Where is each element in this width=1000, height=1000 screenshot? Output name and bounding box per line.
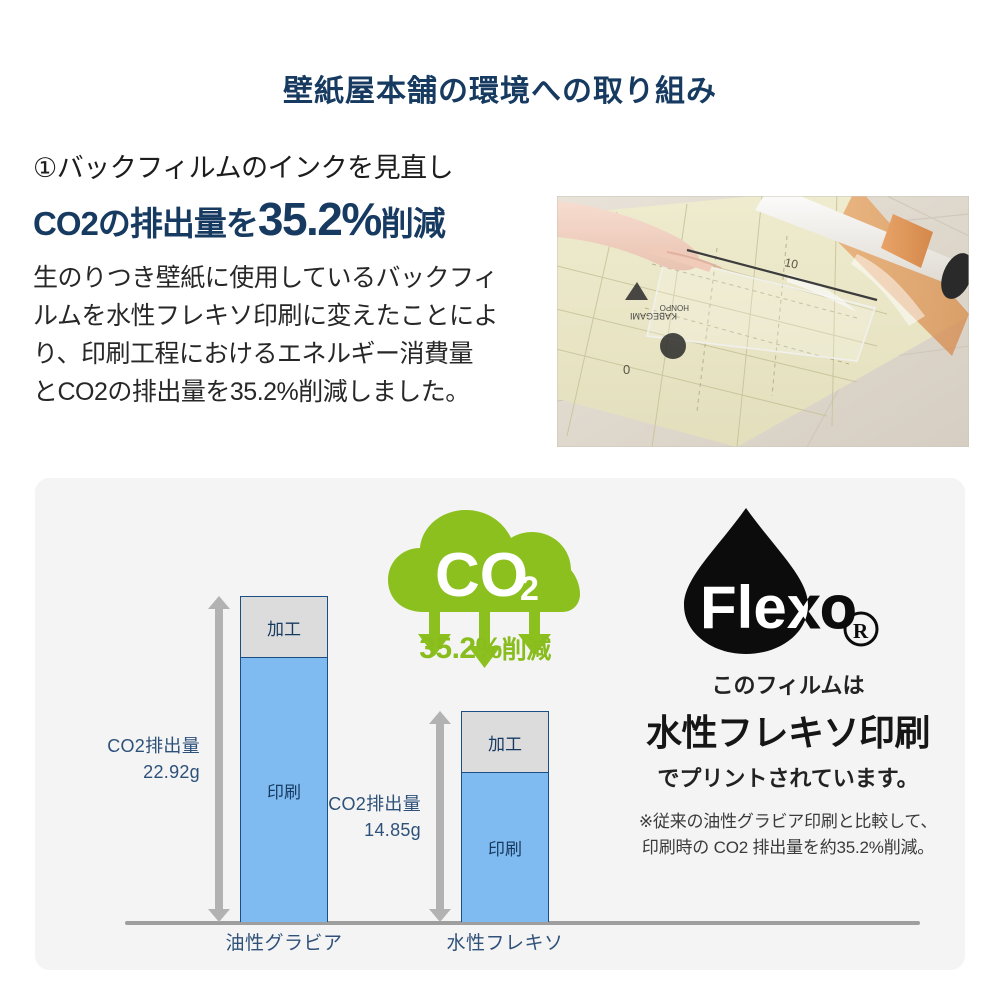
headline-suffix: 削減 [380, 204, 446, 242]
flexo-note-line: 印刷時の CO2 排出量を約35.2%削減。 [641, 838, 935, 858]
arrow-head-up-icon [208, 596, 230, 609]
bar-segment-print: 印刷 [241, 658, 327, 922]
total-label-water-flexo: CO2排出量 14.85g [271, 792, 421, 843]
flexo-main-text: 水性フレキソ印刷 [645, 712, 931, 753]
headline-prefix: CO2の排出量を [33, 204, 259, 242]
intro-block: ①バックフィルムのインクを見直し CO2の排出量を35.2%削減 生のりつき壁紙… [33, 152, 543, 411]
total-label-text: CO2排出量 [107, 736, 200, 756]
bar-water-flexo: 加工 印刷 [461, 711, 549, 922]
bar-segment-print-label: 印刷 [488, 840, 522, 859]
intro-body-line: り、印刷工程におけるエネルギー消費量 [33, 339, 474, 368]
intro-body-line: とCO2の排出量を35.2%削減しました。 [33, 377, 470, 406]
ink-droplet-icon [684, 508, 808, 654]
flexo-logo: Flexo Flexo R [658, 502, 918, 662]
total-label-oil-gravure: CO2排出量 22.92g [50, 734, 200, 785]
cloud-co2-subscript: 2 [520, 570, 539, 608]
cloud-co2-text: CO [435, 541, 528, 610]
svg-text:KABEGAMI: KABEGAMI [630, 311, 677, 321]
flexo-sub-text: でプリントされています。 [657, 766, 919, 791]
bar-oil-gravure: 加工 印刷 [240, 596, 328, 922]
bar-segment-print: 印刷 [462, 773, 548, 922]
bar-segment-print-label: 印刷 [267, 782, 301, 802]
registered-mark-icon: R [843, 611, 879, 647]
page-title: 壁紙屋本舗の環境への取り組み [283, 75, 717, 108]
svg-text:HONPO: HONPO [660, 303, 689, 312]
comparison-panel: 加工 印刷 CO2排出量 22.92g 油性グラビア [35, 478, 965, 970]
cloud-reduction-label: 35.2%削減 [380, 630, 590, 666]
bar-segment-process-label: 加工 [488, 734, 522, 754]
flexo-note: ※従来の油性グラビア印刷と比較して、 印刷時の CO2 排出量を約35.2%削減… [623, 809, 953, 862]
total-label-value: 14.85g [364, 819, 421, 840]
category-label-oil-gravure: 油性グラビア [204, 928, 364, 955]
headline-value: 35.2% [257, 192, 382, 245]
category-label-text: 油性グラビア [225, 933, 343, 954]
arrow-shaft [215, 607, 223, 911]
svg-text:0: 0 [623, 362, 630, 377]
flexo-block: Flexo Flexo R このフィルムは 水性フレキソ印刷 でプリントされてい… [623, 502, 953, 862]
cloud-reduction-value: 35.2% [419, 632, 502, 665]
intro-lead: ①バックフィルムのインクを見直し [33, 153, 454, 183]
svg-text:R: R [853, 619, 869, 643]
total-label-text: CO2排出量 [328, 794, 421, 814]
arrow-head-down-icon [208, 909, 230, 922]
category-label-water-flexo: 水性フレキソ [425, 928, 585, 955]
intro-body-line: ルムを水性フレキソ印刷に変えたことによ [33, 301, 499, 330]
cloud-reduction-suffix: 削減 [501, 636, 552, 664]
svg-text:Flexo: Flexo [700, 574, 857, 641]
co2-bar-chart: 加工 印刷 CO2排出量 22.92g 油性グラビア [35, 478, 920, 970]
bar-segment-process: 加工 [241, 597, 327, 658]
co2-cloud-icon: CO 2 [380, 500, 590, 690]
bar-segment-process-label: 加工 [267, 619, 301, 639]
arrow-head-up-icon [429, 711, 451, 724]
flexo-caption: このフィルムは [711, 673, 865, 698]
total-arrow-water-flexo [429, 711, 451, 922]
svg-text:10: 10 [783, 255, 799, 272]
intro-body-line: 生のりつき壁紙に使用しているバックフィ [33, 263, 498, 292]
total-label-value: 22.92g [143, 761, 200, 782]
arrow-head-down-icon [429, 909, 451, 922]
category-label-text: 水性フレキソ [446, 933, 564, 954]
arrow-shaft [436, 722, 444, 911]
flexo-note-line: ※従来の油性グラビア印刷と比較して、 [638, 812, 938, 831]
bar-segment-process: 加工 [462, 712, 548, 773]
chart-baseline [125, 921, 920, 925]
intro-headline: CO2の排出量を35.2%削減 [33, 192, 543, 247]
total-arrow-oil-gravure [208, 596, 230, 922]
flexo-wordmark-shadow: Flexo [700, 574, 857, 641]
wallpaper-roll-photo: KABEGAMI HONPO 0 10 [557, 196, 969, 447]
intro-body: 生のりつき壁紙に使用しているバックフィ ルムを水性フレキソ印刷に変えたことによ … [33, 259, 543, 411]
